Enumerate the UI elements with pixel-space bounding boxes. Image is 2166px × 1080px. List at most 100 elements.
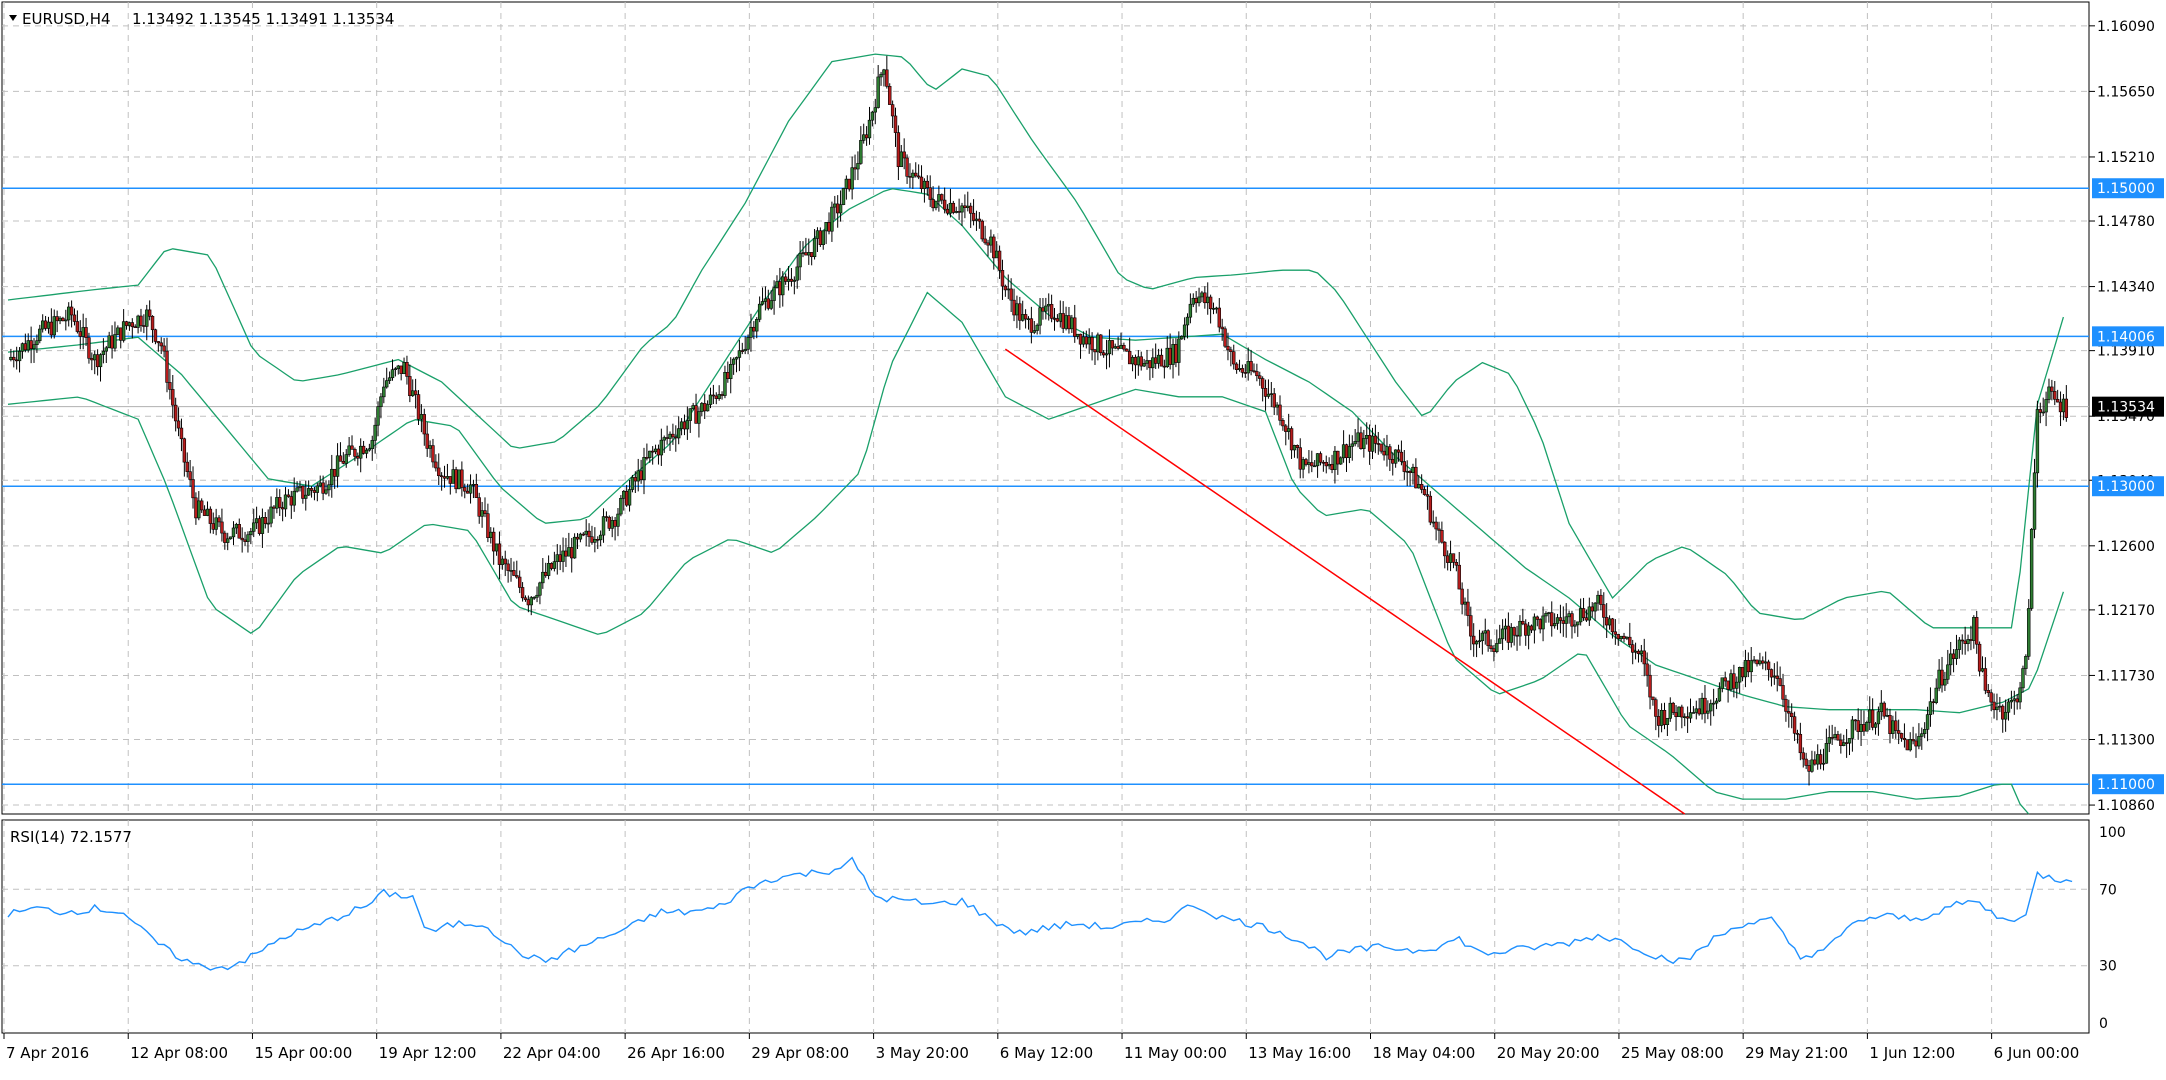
candle-down <box>278 497 282 508</box>
candle-down <box>90 358 94 361</box>
candle-down <box>1344 444 1349 458</box>
candle-down <box>1856 720 1860 732</box>
candle-up <box>38 328 42 342</box>
candle-down <box>75 321 80 332</box>
candle-up <box>266 522 270 525</box>
candle-up <box>1943 678 1947 686</box>
candle-down <box>914 172 918 177</box>
candle-down <box>1174 344 1178 363</box>
candle-up <box>1717 688 1722 702</box>
candle-down <box>1969 639 1973 641</box>
candle-down <box>613 520 617 527</box>
candle-up <box>480 510 484 517</box>
candle-down <box>463 487 467 492</box>
candle-down <box>1870 709 1875 728</box>
candle-down <box>425 433 429 449</box>
price-tick-label: 1.11730 <box>2097 668 2155 684</box>
candle-down <box>156 341 161 344</box>
candle-down <box>656 448 661 456</box>
candle-down <box>902 151 906 159</box>
candle-up <box>769 300 773 309</box>
candle-up <box>269 506 273 524</box>
candle-up <box>1683 716 1687 718</box>
candle-down <box>682 421 687 430</box>
candle-down <box>818 230 823 245</box>
candle-down <box>1654 699 1658 717</box>
candle-down <box>1443 541 1447 557</box>
candle-down <box>1584 617 1589 621</box>
candle-down <box>1740 667 1745 678</box>
candle-down <box>1229 349 1233 352</box>
candle-up <box>1758 660 1762 665</box>
candle-up <box>1130 357 1135 365</box>
candle-up <box>1339 457 1343 465</box>
candle-up <box>1957 639 1962 650</box>
candle-up <box>2009 700 2014 703</box>
candle-up <box>1821 762 1826 765</box>
candle-up <box>1567 613 1571 618</box>
candle-up <box>1850 719 1855 739</box>
candle-up <box>749 326 753 338</box>
candle-up <box>578 533 583 540</box>
candle-down <box>1662 709 1667 725</box>
candle-down <box>173 404 178 422</box>
candle-down <box>1289 428 1294 451</box>
candle-down <box>2038 409 2043 413</box>
candle-down <box>1324 462 1328 467</box>
candle-down <box>639 470 643 481</box>
candle-up <box>653 448 658 453</box>
candle-down <box>665 437 669 439</box>
candle-down <box>1888 715 1892 734</box>
candle-down <box>1813 759 1817 765</box>
candle-down <box>1445 555 1450 563</box>
candle-down <box>439 475 444 478</box>
candle-down <box>1298 447 1302 470</box>
candle-up <box>385 380 389 388</box>
candle-down <box>1284 425 1288 432</box>
candle-down <box>671 433 675 438</box>
candle-up <box>306 488 311 496</box>
candle-up <box>52 316 56 336</box>
candle-down <box>980 220 984 240</box>
candle-down <box>191 479 195 499</box>
candle-down <box>1697 708 1701 715</box>
candle-up <box>2018 687 2022 703</box>
time-tick-label: 18 May 04:00 <box>1372 1044 1475 1062</box>
candle-up <box>249 531 253 536</box>
candle-up <box>966 205 970 208</box>
candle-up <box>535 594 539 598</box>
candle-down <box>1616 634 1620 640</box>
candle-down <box>1535 616 1539 620</box>
candle-down <box>220 521 224 534</box>
candle-up <box>760 301 765 305</box>
candle-up <box>850 167 854 190</box>
candle-up <box>315 485 320 493</box>
candle-down <box>1732 673 1736 689</box>
candle-up <box>1200 292 1204 298</box>
candle-down <box>486 513 490 538</box>
candle-up <box>555 554 559 562</box>
candle-down <box>604 516 609 518</box>
candle-up <box>205 508 210 516</box>
candle-up <box>373 424 377 441</box>
candle-down <box>957 211 961 213</box>
candle-down <box>997 250 1002 271</box>
candle-down <box>1396 449 1401 453</box>
candle-up <box>679 421 684 429</box>
candle-up <box>882 69 886 75</box>
candle-up <box>1032 330 1036 333</box>
candle-down <box>1844 742 1849 744</box>
candle-down <box>1766 661 1771 670</box>
candle-down <box>1882 702 1886 717</box>
collapse-arrow-icon[interactable] <box>9 15 17 21</box>
candle-up <box>1503 625 1508 630</box>
grid <box>2 2 2089 1033</box>
candle-down <box>1078 333 1083 345</box>
candle-down <box>1613 631 1618 635</box>
candle-down <box>1781 685 1785 700</box>
candle-down <box>890 104 895 117</box>
candle-down <box>853 167 857 170</box>
candle-down <box>1604 617 1609 626</box>
candle-down <box>1278 404 1282 421</box>
candle-up <box>1607 618 1612 626</box>
